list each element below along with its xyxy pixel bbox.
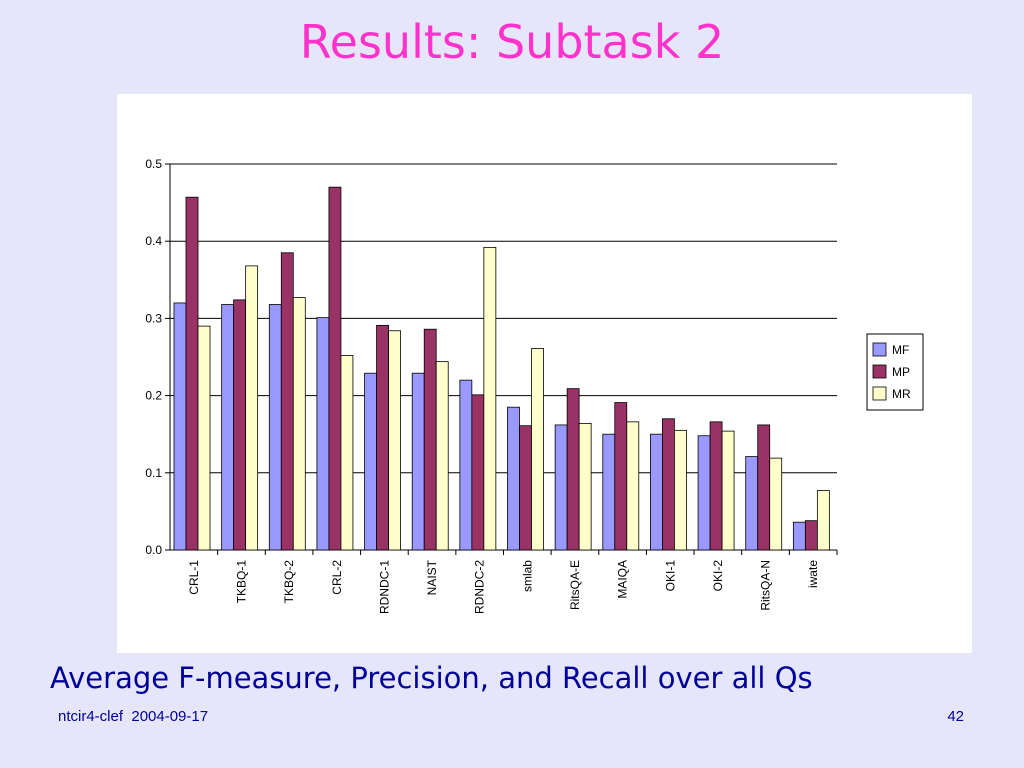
x-tick-label: smlab — [520, 560, 534, 592]
bar-mr — [674, 429, 687, 551]
legend-label-mp: MP — [892, 365, 910, 379]
bar-mf — [697, 435, 711, 551]
legend-label-mr: MR — [892, 387, 911, 401]
y-tick-label: 0.1 — [145, 466, 162, 480]
bar-mp — [566, 388, 580, 551]
bar-mr — [721, 430, 735, 551]
legend-swatch-mp — [872, 364, 887, 379]
x-tick-label: RDNDC-1 — [377, 560, 391, 614]
x-tick-label: NAIST — [425, 559, 439, 595]
y-tick-label: 0.4 — [145, 234, 162, 248]
bar-mr — [388, 330, 401, 551]
bar-chart: 0.0 0.1 0.2 0.3 0.4 0.5 CRL-1 TKBQ-1 TKBQ-2 CRL-2… — [145, 157, 924, 614]
chart-panel: 0.0 0.1 0.2 0.3 0.4 0.5 CRL-1 TKBQ-1 TKBQ-2 CRL-2… — [117, 94, 972, 653]
bar-mp — [423, 328, 437, 551]
bar-mf — [221, 304, 235, 551]
bar-mr — [769, 457, 783, 551]
slide-title: Results: Subtask 2 — [299, 15, 725, 69]
bar-mp — [519, 425, 532, 551]
bar-mf — [554, 424, 568, 551]
bar-mf — [650, 433, 663, 551]
bar-mf — [316, 317, 330, 551]
legend-swatch-mr — [872, 386, 887, 401]
x-tick-label: CRL-1 — [187, 560, 201, 595]
bar-mr — [292, 297, 306, 551]
bar-mr — [626, 421, 640, 551]
bar-mf — [507, 406, 520, 551]
bar-mf — [602, 433, 616, 551]
bar-mr — [531, 348, 544, 551]
bar-mp — [471, 394, 485, 551]
bar-mr — [483, 246, 497, 551]
bar-mp — [185, 196, 199, 551]
x-tick-label: MAIQA — [616, 560, 630, 599]
bar-mp — [804, 520, 818, 551]
slide-caption: Average F-measure, Precision, and Recall… — [50, 661, 813, 695]
x-tick-label: OKI-2 — [711, 560, 725, 592]
legend-swatch-mf — [872, 342, 887, 357]
bar-mf — [364, 372, 377, 551]
y-tick-label: 0.2 — [145, 389, 162, 403]
bar-mf — [745, 456, 759, 551]
bar-mp — [614, 402, 628, 551]
y-tick-label: 0.0 — [145, 543, 162, 557]
bar-mr — [197, 325, 211, 551]
bar-mp — [233, 299, 247, 551]
bar-mr — [340, 355, 354, 551]
bar-mp — [280, 252, 294, 551]
footer-conference-date: ntcir4-clef 2004-09-17 — [58, 708, 209, 725]
bar-mp — [709, 421, 723, 551]
legend-label-mf: MF — [892, 343, 909, 357]
x-tick-label: TKBQ-1 — [234, 560, 248, 604]
bar-mr — [435, 361, 449, 551]
x-tick-label: CRL-2 — [330, 560, 344, 595]
x-tick-label: iwate — [806, 560, 820, 588]
y-tick-label: 0.3 — [145, 311, 162, 325]
bar-mp — [328, 186, 342, 551]
x-tick-label: RitsQA-N — [759, 560, 773, 611]
bar-mp — [757, 424, 771, 551]
x-tick-label: OKI-1 — [663, 560, 677, 592]
x-tick-label: RDNDC-2 — [473, 560, 487, 614]
bar-mf — [792, 521, 806, 551]
bar-mr — [578, 422, 592, 551]
bar-mr — [245, 265, 259, 551]
x-tick-label: RitsQA-E — [568, 560, 582, 610]
bar-mp — [662, 418, 675, 551]
y-tick-label: 0.5 — [145, 157, 162, 171]
bar-mf — [268, 304, 282, 551]
footer-page-number: 42 — [947, 708, 964, 725]
bar-mf — [411, 372, 425, 551]
bar-mp — [376, 324, 389, 551]
bar-mf — [459, 379, 473, 551]
x-tick-label: TKBQ-2 — [282, 560, 296, 604]
bar-mr — [816, 490, 830, 551]
bar-mf — [173, 302, 187, 551]
